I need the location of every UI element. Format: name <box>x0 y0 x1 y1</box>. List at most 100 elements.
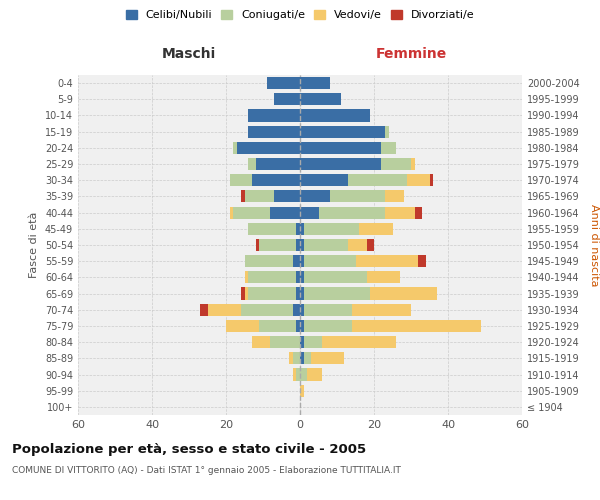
Bar <box>241 304 293 316</box>
Bar <box>296 320 300 332</box>
Bar <box>271 336 300 348</box>
Bar <box>385 126 389 138</box>
Bar <box>256 158 300 170</box>
Bar <box>233 206 271 218</box>
Bar <box>296 288 300 300</box>
Bar <box>248 222 296 235</box>
Bar <box>300 110 370 122</box>
Bar <box>259 320 296 332</box>
Bar <box>352 304 411 316</box>
Bar <box>348 174 407 186</box>
Bar <box>296 239 300 251</box>
Y-axis label: Fasce di età: Fasce di età <box>29 212 39 278</box>
Bar <box>300 320 304 332</box>
Bar <box>304 304 352 316</box>
Bar <box>267 77 300 89</box>
Bar <box>304 255 356 268</box>
Bar <box>304 336 322 348</box>
Bar <box>252 336 271 348</box>
Bar <box>296 368 300 380</box>
Bar <box>271 206 300 218</box>
Bar <box>200 304 208 316</box>
Bar <box>370 288 437 300</box>
Bar <box>300 174 348 186</box>
Bar <box>300 206 319 218</box>
Bar <box>307 368 322 380</box>
Bar <box>259 239 296 251</box>
Bar <box>352 320 481 332</box>
Bar <box>430 174 433 186</box>
Bar <box>300 158 382 170</box>
Bar <box>208 304 241 316</box>
Bar <box>300 77 329 89</box>
Bar <box>300 352 304 364</box>
Bar <box>304 222 359 235</box>
Bar <box>300 93 341 106</box>
Bar <box>245 190 274 202</box>
Bar <box>296 222 300 235</box>
Bar <box>237 142 300 154</box>
Bar <box>382 158 411 170</box>
Text: COMUNE DI VITTORITO (AQ) - Dati ISTAT 1° gennaio 2005 - Elaborazione TUTTITALIA.: COMUNE DI VITTORITO (AQ) - Dati ISTAT 1°… <box>12 466 401 475</box>
Bar <box>300 288 304 300</box>
Bar <box>248 272 296 283</box>
Bar <box>245 288 248 300</box>
Bar <box>304 288 370 300</box>
Bar <box>348 239 367 251</box>
Bar <box>248 288 296 300</box>
Bar <box>245 272 248 283</box>
Bar <box>226 320 259 332</box>
Bar <box>300 222 304 235</box>
Bar <box>385 190 404 202</box>
Bar <box>382 142 396 154</box>
Bar <box>300 384 304 397</box>
Bar <box>329 190 385 202</box>
Bar <box>248 126 300 138</box>
Bar <box>300 255 304 268</box>
Text: Popolazione per età, sesso e stato civile - 2005: Popolazione per età, sesso e stato civil… <box>12 442 366 456</box>
Bar <box>407 174 430 186</box>
Bar <box>245 255 293 268</box>
Bar <box>293 368 296 380</box>
Bar <box>230 174 252 186</box>
Bar <box>274 190 300 202</box>
Bar <box>300 142 382 154</box>
Bar <box>300 126 385 138</box>
Bar <box>385 206 415 218</box>
Bar <box>296 272 300 283</box>
Bar <box>319 206 385 218</box>
Bar <box>304 352 311 364</box>
Bar <box>293 255 300 268</box>
Text: Femmine: Femmine <box>376 48 446 62</box>
Legend: Celibi/Nubili, Coniugati/e, Vedovi/e, Divorziati/e: Celibi/Nubili, Coniugati/e, Vedovi/e, Di… <box>121 6 479 25</box>
Bar <box>411 158 415 170</box>
Bar <box>359 222 392 235</box>
Bar <box>256 239 259 251</box>
Bar <box>300 368 307 380</box>
Bar <box>233 142 237 154</box>
Bar <box>311 352 344 364</box>
Bar <box>241 288 245 300</box>
Bar <box>300 239 304 251</box>
Bar <box>252 174 300 186</box>
Bar <box>415 206 422 218</box>
Bar <box>304 320 352 332</box>
Bar <box>304 272 367 283</box>
Bar <box>418 255 426 268</box>
Bar <box>367 272 400 283</box>
Bar <box>289 352 293 364</box>
Bar <box>241 190 245 202</box>
Bar <box>300 336 304 348</box>
Bar <box>248 110 300 122</box>
Bar <box>274 93 300 106</box>
Bar <box>293 304 300 316</box>
Bar <box>304 239 348 251</box>
Bar <box>300 190 329 202</box>
Bar <box>356 255 418 268</box>
Bar <box>322 336 396 348</box>
Bar <box>293 352 300 364</box>
Bar <box>230 206 233 218</box>
Bar <box>367 239 374 251</box>
Bar <box>300 304 304 316</box>
Bar <box>248 158 256 170</box>
